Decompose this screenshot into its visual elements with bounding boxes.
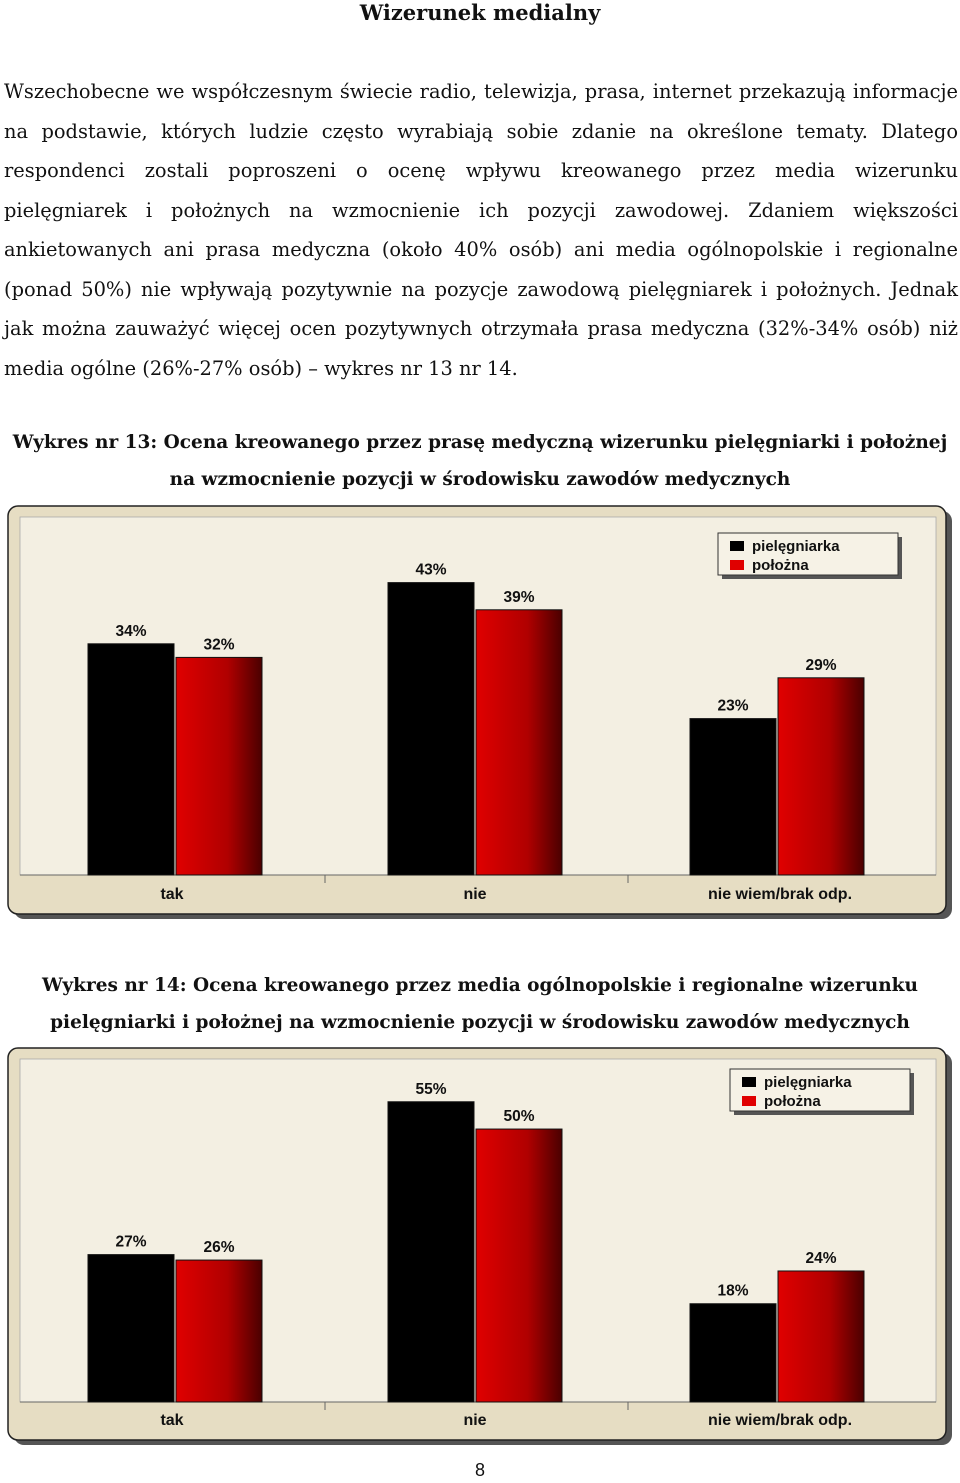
- chart-13: 34% 43% 23% 32% 39% 29% tak nie nie wiem/brak od…: [0, 505, 960, 921]
- chart-13-legend: [717, 532, 899, 576]
- chart-13-data-label: 32%: [203, 636, 234, 653]
- page-title: Wizerunek medialny: [359, 0, 601, 25]
- chart-14-caption: Wykres nr 14: Ocena kreowanego przez med…: [42, 975, 918, 1033]
- chart-13-category-label: tak: [160, 886, 183, 903]
- chart-13-legend-swatch-pielegniarka: [730, 541, 744, 551]
- chart-14-bar-pielegniarka-2: [387, 1101, 475, 1403]
- chart-14-legend-label-polozna: położna: [764, 1093, 821, 1110]
- chart-14-bar-pielegniarka-3: [689, 1303, 777, 1403]
- chart-13-caption: Wykres nr 13: Ocena kreowanego przez pra…: [12, 432, 948, 490]
- chart-13-data-label: 34%: [115, 623, 146, 640]
- chart-13-bar-polozna-1: [175, 656, 263, 876]
- chart-13-bar-polozna-3: [777, 677, 865, 876]
- chart-13-data-label: 29%: [805, 657, 836, 674]
- chart-14-data-label: 55%: [415, 1081, 446, 1098]
- chart-13-svg: 34% 43% 23% 32% 39% 29% tak nie nie wiem/brak od…: [7, 505, 952, 919]
- chart-13-data-label: 43%: [415, 562, 446, 579]
- chart-13-category-label: nie wiem/brak odp.: [708, 886, 852, 903]
- chart-14-bar-polozna-1: [175, 1259, 263, 1403]
- chart-14-legend-swatch-polozna: [742, 1096, 756, 1106]
- chart-14-data-label: 18%: [717, 1283, 748, 1300]
- chart-13-legend-label-polozna: położna: [752, 557, 809, 574]
- chart-14-data-label: 26%: [203, 1239, 234, 1256]
- chart-13-bar-pielegniarka-2: [387, 582, 475, 876]
- chart-14-bar-polozna-2: [475, 1128, 563, 1403]
- chart-14-bar-pielegniarka-1: [87, 1254, 175, 1403]
- chart-13-legend-swatch-polozna: [730, 560, 744, 570]
- chart-13-category-label: nie: [463, 886, 486, 903]
- chart-13-data-label: 39%: [503, 589, 534, 606]
- chart-14-svg: 27% 55% 18% 26% 50% 24% tak nie nie wiem/brak od…: [7, 1047, 952, 1445]
- chart-14-legend-swatch-pielegniarka: [742, 1077, 756, 1087]
- chart-14-legend-label-pielegniarka: pielęgniarka: [764, 1074, 852, 1091]
- chart-14-bar-polozna-3: [777, 1270, 865, 1403]
- chart-13-legend-label-pielegniarka: pielęgniarka: [752, 538, 840, 555]
- page-number: 8: [474, 1460, 485, 1480]
- chart-14-category-label: tak: [160, 1412, 183, 1429]
- chart-14-category-label: nie: [463, 1412, 486, 1429]
- chart-14-category-label: nie wiem/brak odp.: [708, 1412, 852, 1429]
- chart-14: 27% 55% 18% 26% 50% 24% tak nie nie wiem/brak od…: [0, 1047, 960, 1447]
- chart-14-data-label: 27%: [115, 1234, 146, 1251]
- chart-13-data-label: 23%: [717, 698, 748, 715]
- chart-13-bar-pielegniarka-3: [689, 718, 777, 876]
- body-paragraph: Wszechobecne we współczesnym świecie rad…: [4, 80, 958, 380]
- chart-14-data-label: 24%: [805, 1250, 836, 1267]
- chart-14-data-label: 50%: [503, 1108, 534, 1125]
- chart-13-bar-pielegniarka-1: [87, 643, 175, 876]
- chart-14-legend: [729, 1068, 911, 1112]
- chart-13-bar-polozna-2: [475, 609, 563, 876]
